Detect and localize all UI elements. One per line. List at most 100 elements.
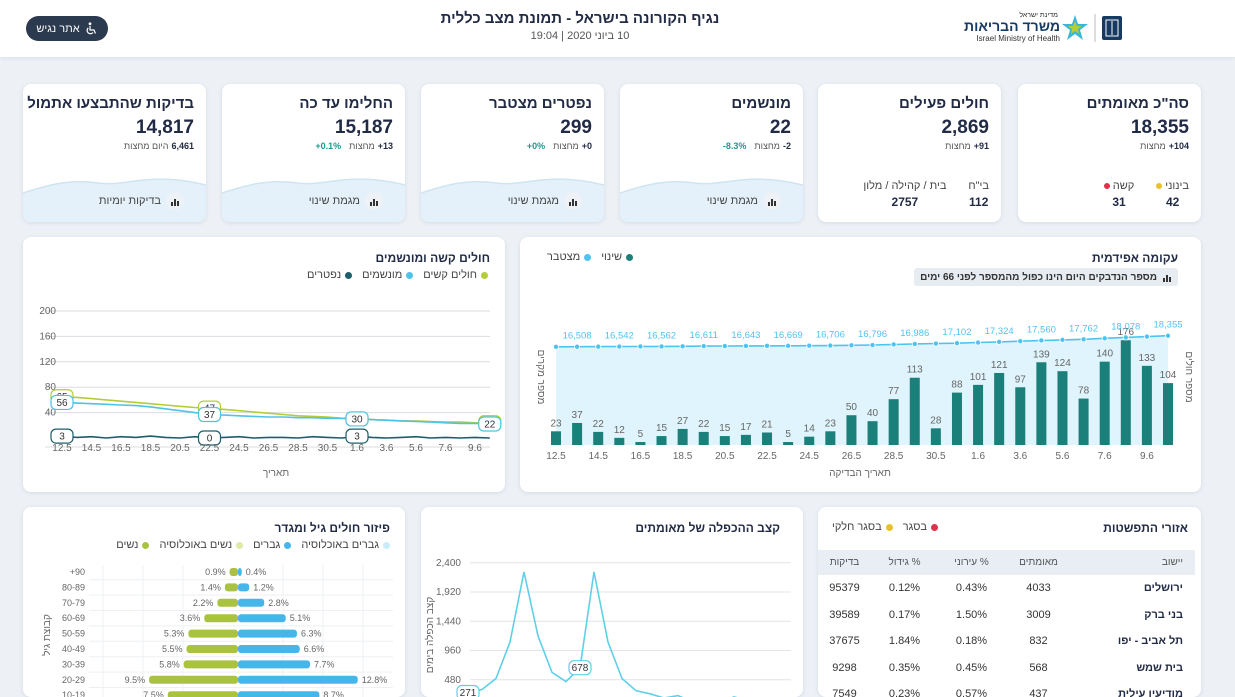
breakdown-value: 42 [1165, 195, 1180, 209]
data-label: 22 [484, 420, 496, 431]
bar-label: 0.4% [246, 567, 267, 577]
point [637, 343, 644, 350]
x-tick-label: 30.5 [926, 451, 946, 462]
y-tick-label: 1,920 [436, 587, 461, 598]
card-title: חולים פעילים [899, 95, 989, 112]
column-header: % עירוני [938, 550, 1005, 575]
icon-bar [774, 200, 776, 206]
y-tick-label: 10-19 [62, 690, 85, 697]
card-value: 2,869 [941, 117, 989, 138]
column-header: % גידול [871, 550, 938, 575]
point [1122, 334, 1129, 341]
point-label: 16,796 [858, 329, 887, 340]
trend-button[interactable]: מגמת שינוי [309, 192, 383, 210]
bar [238, 691, 320, 697]
card-delta: +104 מחצות [1140, 141, 1189, 151]
point [700, 343, 707, 350]
legend-item: גברים באוכלוסיה [301, 539, 390, 551]
card-title: החלימו עד כה [299, 95, 393, 112]
legend: חולים קשים מונשמים נפטרים [307, 269, 488, 281]
point [1143, 333, 1150, 340]
bar [186, 645, 238, 653]
bar-label: 5 [785, 429, 791, 440]
x-tick-label: 1.6 [350, 443, 364, 454]
table-cell: 0.12% [888, 582, 921, 595]
bar [1036, 362, 1047, 445]
point-label: 17,102 [942, 327, 971, 338]
point [953, 340, 960, 347]
point-label: 16,542 [605, 331, 634, 342]
bar-label: 2.8% [268, 598, 289, 608]
line [61, 435, 490, 439]
breakdown-item: בית / קהילה / מלון 2757 [863, 180, 946, 209]
label-box [50, 428, 74, 444]
accessibility-label: אתר נגיש [36, 22, 80, 35]
bar [551, 431, 561, 445]
sparkline-area [222, 179, 405, 222]
kpi-card: מגמת שינוי החלימו עד כה 15,187 +13 מחצות +0.1… [222, 84, 405, 222]
breakdown-label: בית / קהילה / מלון [863, 180, 947, 192]
bar-label: 17 [740, 422, 752, 433]
point [890, 341, 897, 348]
trend-button[interactable]: מגמת שינוי [508, 192, 582, 210]
trend-button[interactable]: מגמת שינוי [707, 192, 781, 210]
bar [804, 436, 815, 445]
legend-label: בסגר חלקי [832, 521, 882, 533]
city-name: בני ברק [1144, 608, 1183, 621]
bar-label: 5.5% [162, 644, 183, 654]
y-tick-label: 1,440 [436, 616, 461, 627]
wheelchair-icon [86, 22, 96, 35]
chart-subtitle: מספר הנדבקים היום הינו כפול מהמספר לפני … [914, 268, 1178, 286]
point-label: 16,611 [690, 330, 718, 341]
x-tick-label: 24.5 [229, 443, 249, 454]
data-label: 3 [59, 432, 65, 443]
y-tick-label: 160 [39, 331, 56, 342]
y-axis-label: קצב הכפלה בימים [424, 597, 436, 674]
kpi-card: מגמת שינוי מונשמים 22 -2 מחצות -8.3% [620, 84, 803, 222]
y-tick-label: 40 [45, 408, 57, 419]
point-label: 17,560 [1027, 324, 1056, 335]
point [616, 343, 623, 350]
trend-button[interactable]: בדיקות יומיות [99, 192, 184, 210]
bar-label: 15 [719, 423, 731, 434]
severe-cases-panel: 4080120160200654730245637302230312.514.5… [23, 237, 505, 492]
legend-item: נשים באוכלוסיה [159, 539, 244, 551]
delta-text: מחצות [553, 141, 579, 151]
label-box [456, 684, 480, 697]
delta-text: היום מחצות [123, 141, 169, 151]
accessibility-button[interactable]: אתר נגיש [26, 16, 108, 41]
legend-swatch [584, 253, 592, 261]
x-tick-label: 30.5 [318, 443, 338, 454]
kpi-card: סה"כ מאומתים 18,355 +104 מחצות בינוני 42 קשה 31 [1018, 84, 1201, 222]
table-cell: 0.23% [888, 688, 921, 697]
bar [1099, 361, 1110, 445]
sparkline-background [620, 178, 803, 222]
breakdown-value: 31 [1112, 195, 1126, 209]
chart: +90 80-89 70-79 60-69 50-59 40-49 30-39 20-29 10… [41, 565, 393, 697]
x-tick-label: 28.5 [288, 443, 308, 454]
bar-label: 113 [907, 365, 923, 376]
bar-label: 124 [1054, 358, 1071, 369]
y-axis-label: מספר מקרים [535, 350, 546, 405]
bar [1163, 383, 1173, 445]
table-cell: 832 [1029, 635, 1048, 648]
point [553, 343, 560, 350]
button-icon [166, 192, 184, 210]
label-box [478, 416, 502, 432]
bar [635, 442, 646, 445]
legend-swatch [383, 541, 390, 549]
x-tick-label: 9.6 [1140, 451, 1154, 462]
line [555, 334, 1169, 348]
point-label: 16,986 [900, 328, 929, 339]
point [595, 343, 602, 350]
point [806, 342, 813, 349]
x-tick-label: 3.6 [380, 443, 394, 454]
point-label: 17,762 [1069, 323, 1098, 334]
data-label: 271 [460, 688, 477, 697]
point [742, 342, 749, 349]
bar-label: 0.9% [205, 567, 226, 577]
sparkline [222, 178, 405, 194]
icon-bar [171, 201, 173, 206]
sparkline-area [421, 179, 604, 222]
y-tick-label: 120 [39, 357, 56, 368]
